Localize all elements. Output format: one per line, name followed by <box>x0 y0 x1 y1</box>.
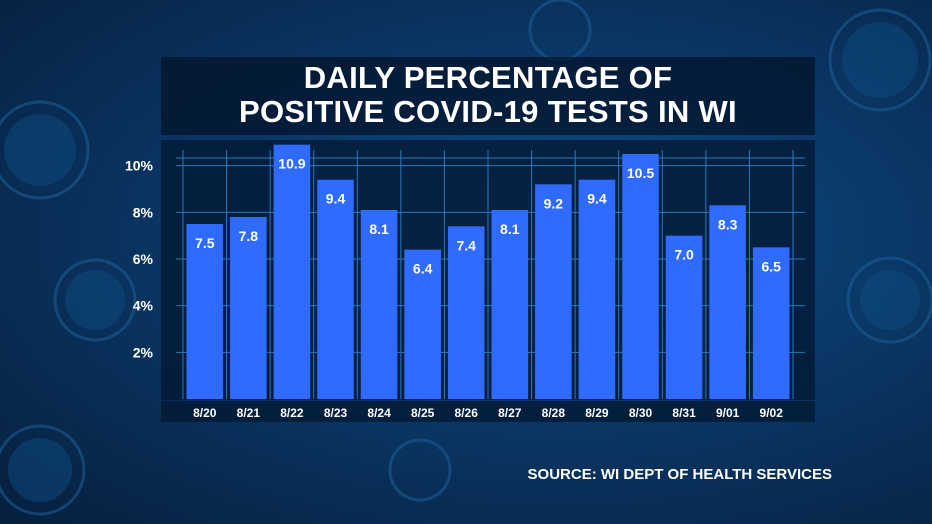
bar-value-label: 8.3 <box>718 216 738 232</box>
y-tick-label: 4% <box>133 298 154 314</box>
x-tick-label: 8/31 <box>672 406 696 420</box>
x-tick-label: 8/30 <box>629 406 653 420</box>
bar-value-label: 8.1 <box>500 221 520 237</box>
x-tick-label: 8/27 <box>498 406 522 420</box>
x-tick-label: 8/20 <box>193 406 217 420</box>
x-tick-label: 8/28 <box>542 406 566 420</box>
bar-value-label: 8.1 <box>369 221 389 237</box>
x-tick-label: 8/24 <box>367 406 391 420</box>
bar-value-label: 9.4 <box>326 191 346 207</box>
bar <box>360 210 398 399</box>
bar-value-label: 7.4 <box>456 237 476 253</box>
bar-value-label: 7.5 <box>195 235 215 251</box>
bar <box>447 226 485 399</box>
x-tick-label: 8/29 <box>585 406 609 420</box>
bar-value-label: 7.0 <box>674 247 694 263</box>
source-note: SOURCE: WI DEPT OF HEALTH SERVICES <box>527 466 832 483</box>
bar <box>186 224 224 399</box>
y-tick-label: 6% <box>133 251 154 267</box>
bar-value-label: 10.9 <box>278 156 305 172</box>
x-tick-label: 9/01 <box>716 406 740 420</box>
x-tick-label: 8/26 <box>455 406 479 420</box>
bar-value-label: 10.5 <box>627 165 654 181</box>
y-tick-label: 8% <box>133 204 154 220</box>
x-tick-label: 9/02 <box>760 406 784 420</box>
bar <box>491 210 529 399</box>
bar-value-label: 9.4 <box>587 191 607 207</box>
bar-value-label: 6.5 <box>761 258 781 274</box>
bar <box>317 179 354 399</box>
bar <box>622 154 659 399</box>
x-tick-label: 8/22 <box>280 406 304 420</box>
bar <box>535 184 572 399</box>
x-tick-label: 8/21 <box>237 406 261 420</box>
y-tick-label: 2% <box>133 344 154 360</box>
bar <box>665 235 703 399</box>
title-panel: DAILY PERCENTAGE OF POSITIVE COVID-19 TE… <box>161 57 815 135</box>
bar-value-label: 6.4 <box>413 261 433 277</box>
bar <box>578 179 616 399</box>
y-tick-label: 10% <box>125 158 154 174</box>
x-axis-band <box>161 401 815 422</box>
x-tick-label: 8/23 <box>324 406 348 420</box>
x-tick-label: 8/25 <box>411 406 435 420</box>
chart-title: DAILY PERCENTAGE OF POSITIVE COVID-19 TE… <box>239 60 737 129</box>
bar <box>709 205 746 399</box>
bar <box>404 249 441 399</box>
bar <box>273 144 311 399</box>
bar <box>752 247 790 399</box>
bar <box>230 217 267 399</box>
bar-value-label: 9.2 <box>544 195 564 211</box>
bar-value-label: 7.8 <box>239 228 259 244</box>
